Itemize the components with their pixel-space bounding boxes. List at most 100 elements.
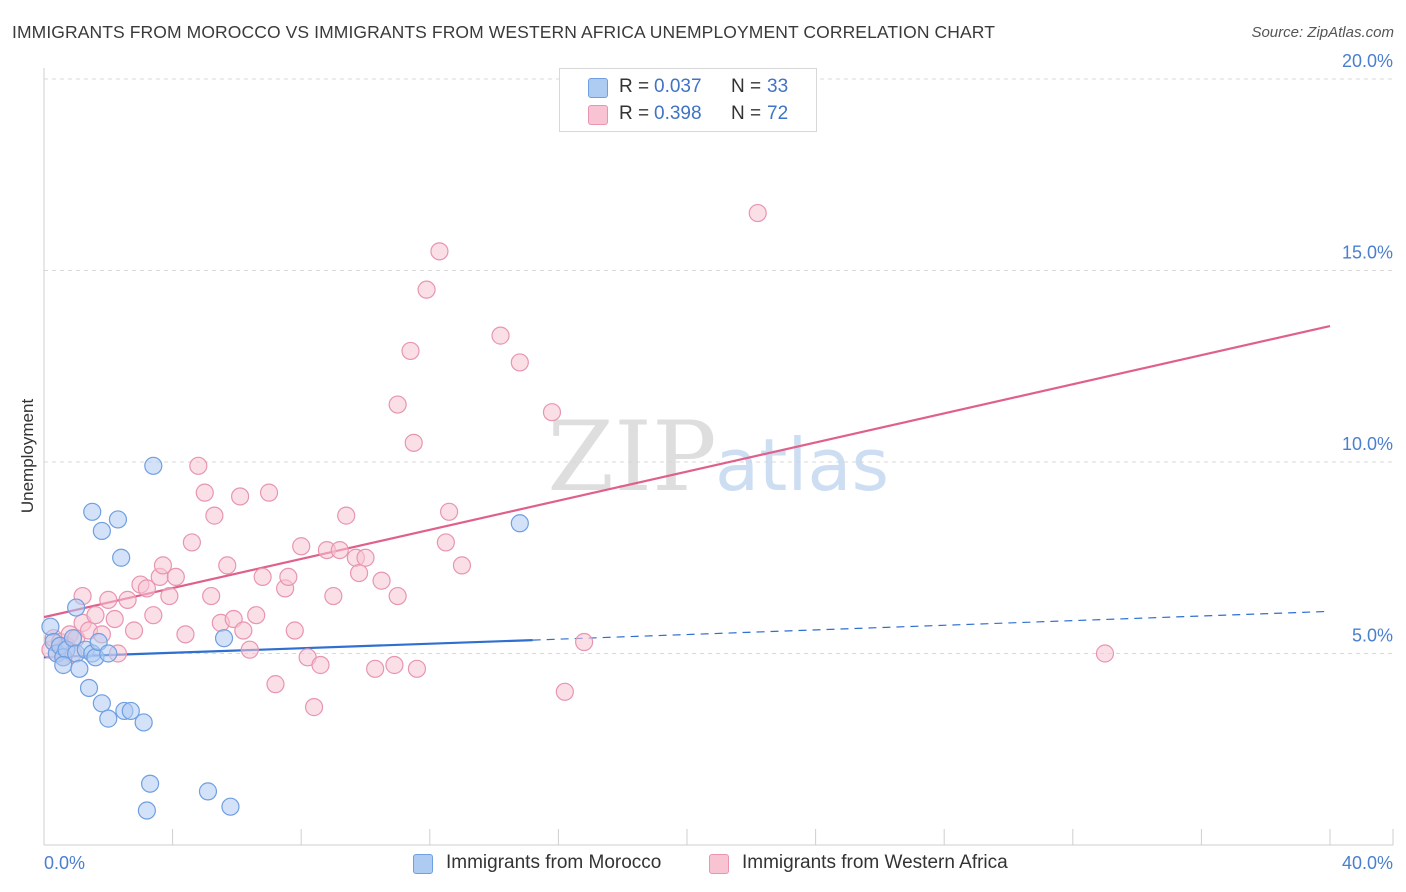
point-western-africa (86, 606, 105, 625)
point-morocco (144, 456, 163, 475)
point-morocco (140, 774, 160, 793)
point-western-africa (285, 621, 304, 640)
point-western-africa (144, 606, 163, 625)
point-western-africa (176, 625, 195, 644)
point-western-africa (153, 556, 173, 575)
trend-line-western-africa (43, 324, 1331, 619)
point-morocco (92, 694, 111, 713)
point-western-africa (430, 242, 449, 261)
tick-labels: 5.0% 10.0% 15.0% 20.0% 0.0% 40.0% (44, 51, 1393, 873)
axes (43, 68, 1394, 846)
point-western-africa (205, 506, 224, 525)
point-morocco (70, 659, 89, 678)
point-western-africa (304, 698, 324, 717)
legend-swatch-western-africa (588, 105, 608, 125)
point-western-africa (279, 567, 298, 587)
point-western-africa (247, 606, 266, 625)
y-tick-label: 10.0% (1342, 434, 1393, 454)
point-western-africa (385, 655, 404, 675)
point-western-africa (195, 483, 214, 502)
point-morocco (108, 510, 128, 529)
point-western-africa (324, 586, 343, 606)
y-tick-label: 15.0% (1342, 243, 1393, 263)
point-western-africa (218, 556, 237, 575)
point-western-africa (356, 548, 375, 567)
point-western-africa (388, 395, 407, 414)
x-tick-label: 40.0% (1342, 853, 1393, 873)
point-western-africa (137, 579, 156, 598)
point-western-africa (166, 567, 185, 587)
point-western-africa (231, 487, 250, 506)
point-western-africa (439, 502, 459, 521)
point-western-africa (452, 556, 472, 575)
point-western-africa (292, 537, 311, 556)
point-morocco (121, 701, 140, 721)
series-label-morocco: Immigrants from Morocco (446, 852, 662, 873)
point-western-africa (542, 403, 562, 422)
point-morocco (83, 502, 102, 521)
point-western-africa (575, 632, 594, 652)
point-morocco (137, 801, 156, 820)
chart-title: IMMIGRANTS FROM MOROCCO VS IMMIGRANTS FR… (12, 22, 996, 42)
point-morocco (92, 521, 111, 541)
legend-n-value: 33 (767, 76, 789, 97)
point-western-africa (407, 659, 427, 678)
point-western-africa (337, 506, 356, 525)
point-western-africa (124, 621, 144, 640)
point-western-africa (349, 563, 369, 583)
x-tick-label: 0.0% (44, 853, 85, 873)
series-swatch-morocco (413, 854, 433, 874)
legend-r-value: 0.037 (654, 76, 702, 97)
point-western-africa (436, 533, 455, 552)
series-swatch-western-africa (709, 854, 729, 874)
point-western-africa (240, 640, 259, 659)
y-tick-label: 20.0% (1342, 51, 1393, 71)
point-morocco (79, 678, 99, 698)
legend-n-value: 72 (767, 103, 789, 124)
point-morocco (198, 782, 218, 801)
watermark-zip: ZIP (547, 401, 716, 513)
legend-r-value: 0.398 (654, 103, 702, 124)
point-western-africa (259, 483, 279, 502)
point-western-africa (748, 203, 767, 223)
legend: R = 0.037 N = 33 R = 0.398 N = 72 (559, 68, 817, 132)
point-morocco (214, 629, 234, 648)
point-western-africa (330, 540, 349, 560)
point-western-africa (311, 655, 330, 675)
point-western-africa (234, 621, 253, 640)
data-points (41, 203, 1115, 820)
point-morocco (99, 644, 118, 663)
source-label: Source: ZipAtlas.com (1251, 24, 1394, 41)
point-western-africa (266, 675, 285, 694)
point-western-africa (182, 533, 201, 552)
point-western-africa (417, 280, 436, 299)
point-western-africa (372, 571, 391, 590)
point-western-africa (202, 586, 221, 606)
point-western-africa (118, 590, 137, 609)
point-western-africa (401, 341, 420, 361)
series-label-western-africa: Immigrants from Western Africa (742, 852, 1008, 873)
point-morocco (67, 598, 86, 617)
watermark-atlas: atlas (715, 423, 889, 507)
point-morocco (41, 617, 60, 636)
point-western-africa (99, 590, 118, 609)
y-tick-label: 5.0% (1352, 626, 1393, 646)
point-western-africa (404, 433, 423, 452)
legend-n-label: N = (731, 76, 762, 97)
point-western-africa (510, 353, 529, 372)
point-morocco (221, 797, 240, 816)
legend-r-label: R = (619, 103, 650, 124)
point-morocco (99, 709, 118, 728)
point-western-africa (189, 456, 208, 475)
point-western-africa (491, 326, 510, 345)
point-morocco (112, 548, 131, 567)
trend-line-morocco-projection (532, 610, 1331, 641)
point-western-africa (388, 586, 407, 606)
point-western-africa (253, 567, 272, 587)
point-western-africa (366, 659, 385, 678)
grid-lines (44, 78, 1393, 654)
point-western-africa (160, 586, 179, 606)
legend-swatch-morocco (588, 78, 608, 98)
watermark: ZIP atlas (547, 401, 889, 513)
point-western-africa (555, 682, 574, 701)
